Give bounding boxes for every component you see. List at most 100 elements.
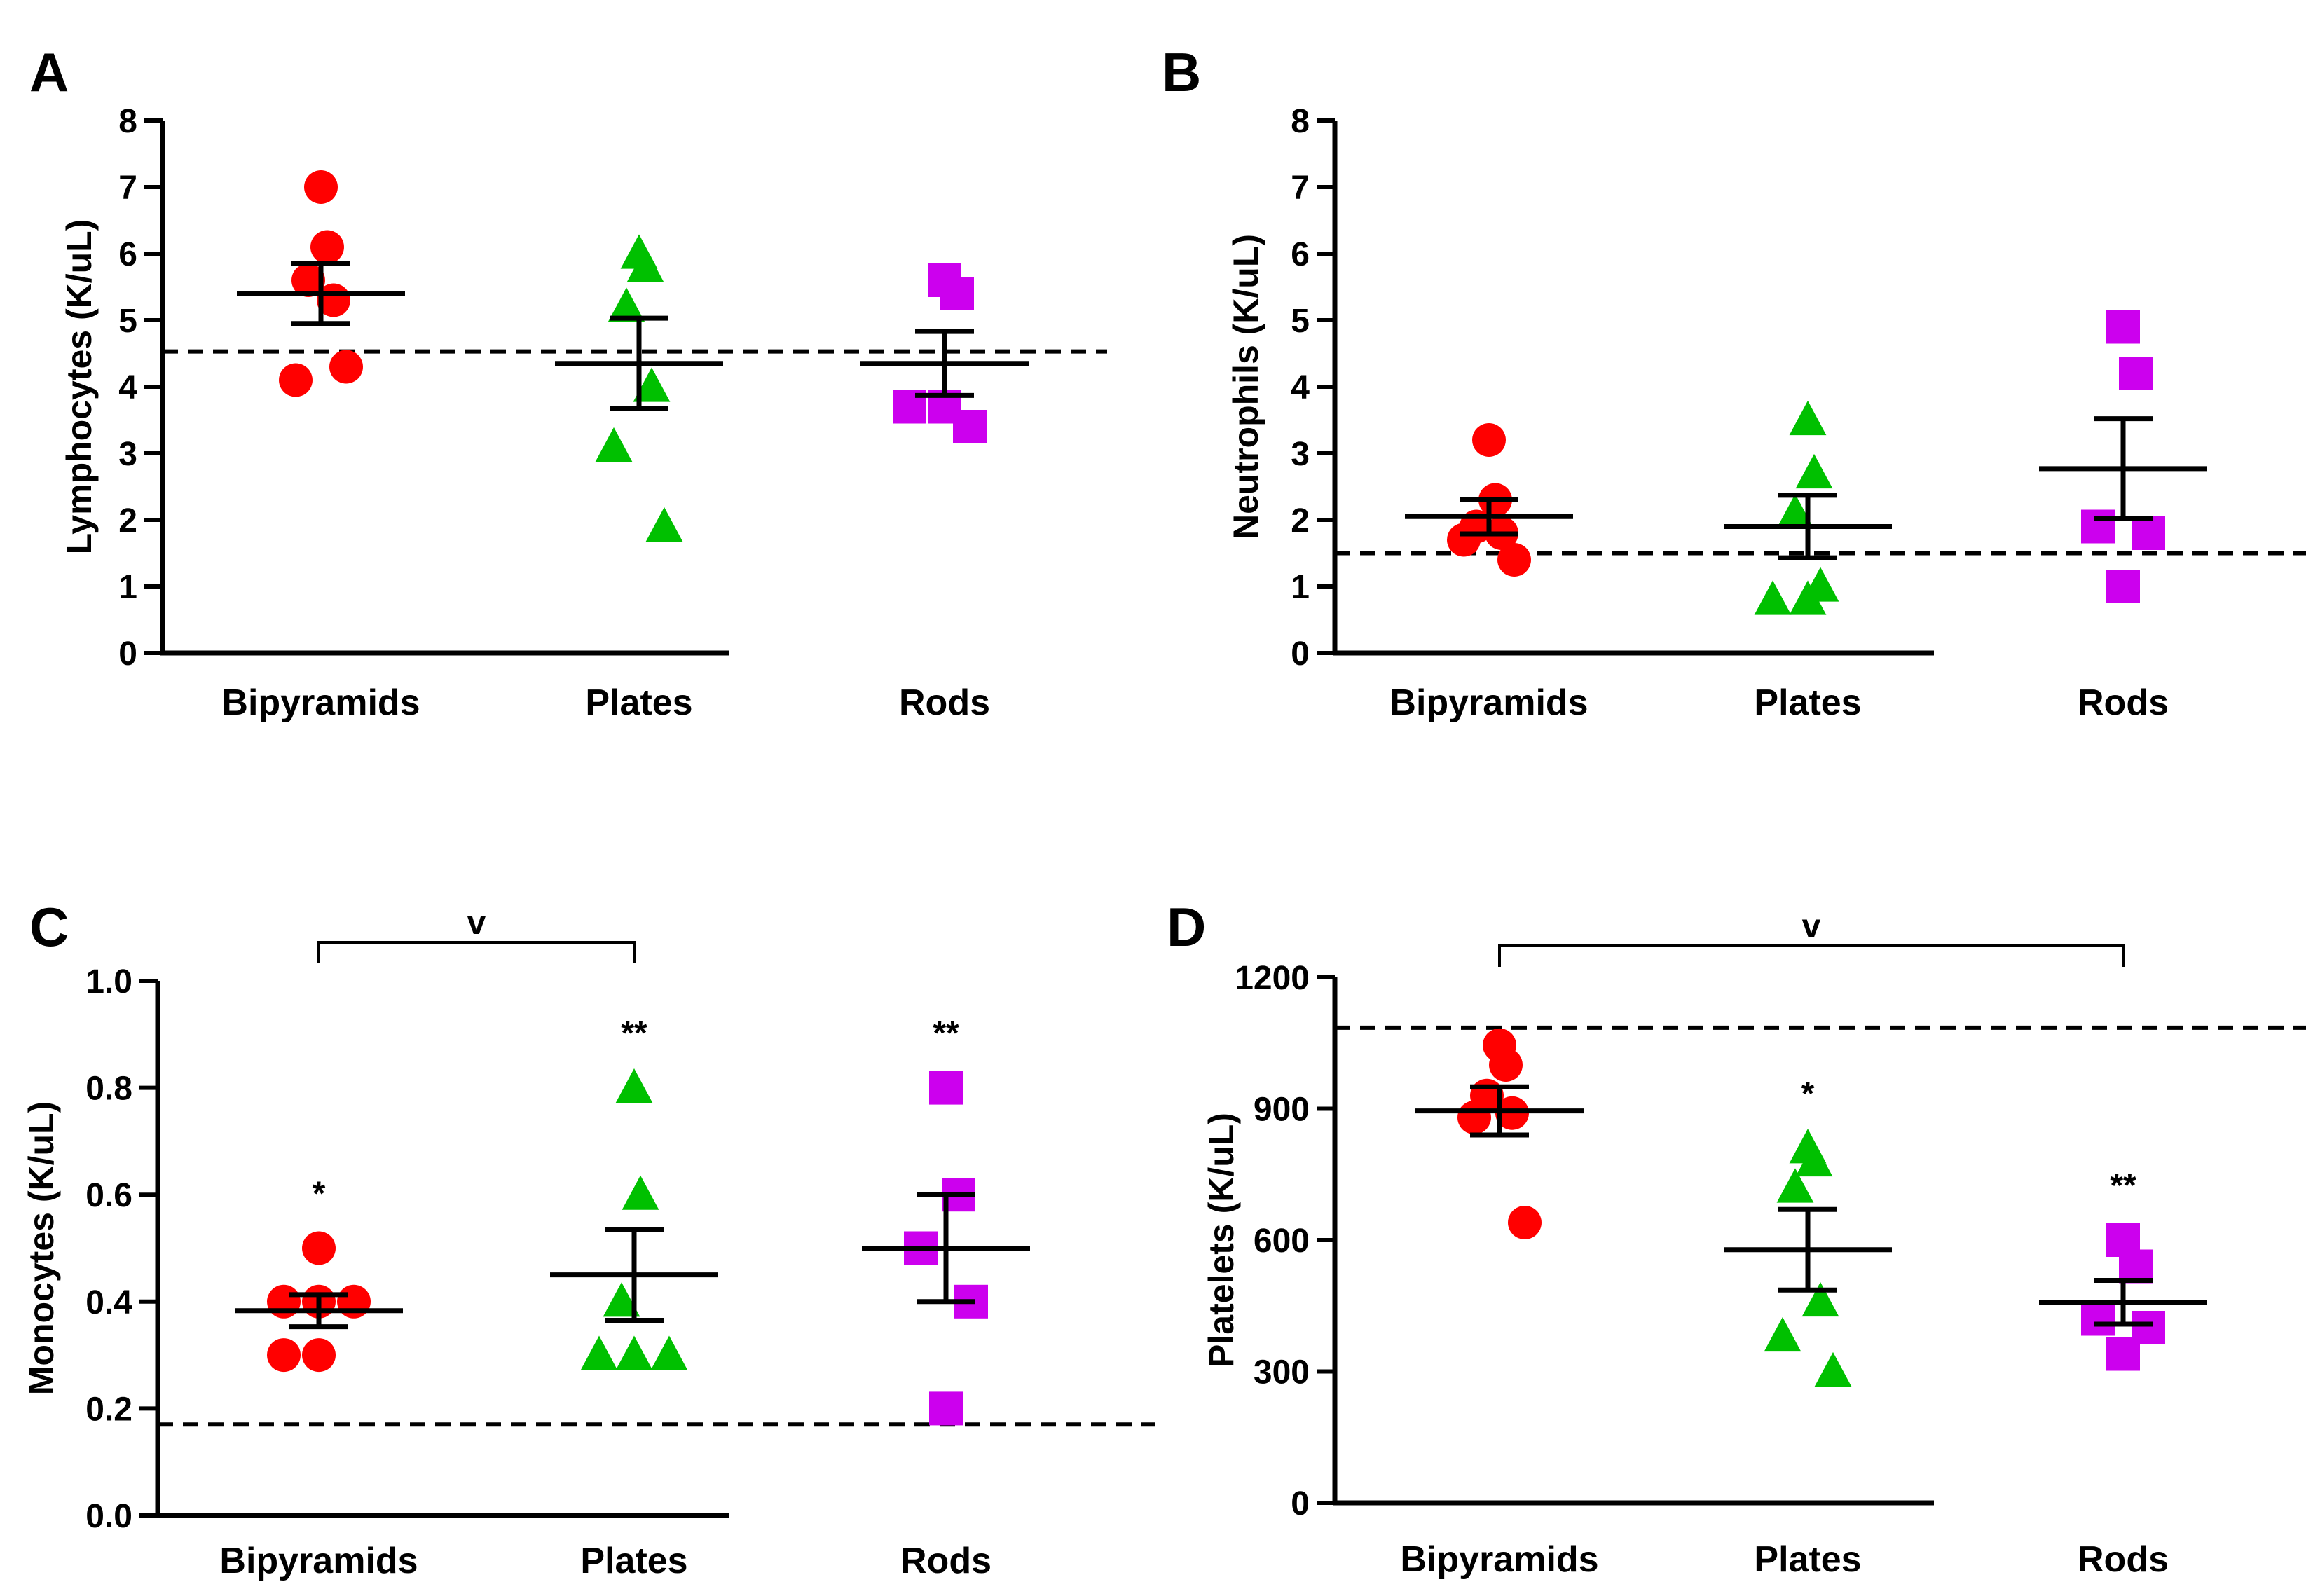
panel-c-bracket <box>317 941 636 963</box>
panel-d-rods-point <box>2106 1337 2140 1371</box>
panel-b-y-tick-label: 0 <box>1291 635 1310 673</box>
panel-d-y-tick-label: 300 <box>1254 1354 1310 1391</box>
panel-c-bipyramids-point <box>267 1338 301 1373</box>
panel-c-bracket-label: v <box>467 904 486 942</box>
panel-d-bracket-label: v <box>1802 908 1821 945</box>
panel-d-bipyramids-point <box>1489 1048 1523 1082</box>
panel-d-bracket <box>1498 944 2125 967</box>
panel-a-x-label-plates: Plates <box>585 682 692 723</box>
panel-a-y-tick-label: 7 <box>118 170 137 207</box>
panel-a-plates-point <box>608 287 645 322</box>
panel-c-plates-point <box>615 1335 653 1370</box>
panel-b-letter: B <box>1162 41 1201 103</box>
panel-a-y-label: Lymphocytes (K/uL) <box>60 219 99 555</box>
panel-c-y-tick-label: 0.4 <box>85 1284 132 1321</box>
panel-d-plates-point <box>1764 1316 1801 1352</box>
panel-a-bipyramids-point <box>279 363 313 397</box>
panel-d-plates-point <box>1814 1351 1852 1387</box>
panel-d-rods-point <box>2081 1302 2115 1336</box>
panel-d-plates-point <box>1776 1168 1814 1203</box>
panel-b-plates-point <box>1776 493 1814 529</box>
panel-a-y-tick-label: 4 <box>118 369 137 406</box>
panel-c-y-tick-label: 0.0 <box>85 1498 132 1535</box>
panel-a-rods-point <box>940 277 974 310</box>
panel-b: B 0 1 2 3 4 5 6 7 8 Neutrophils (K/uL) Bipyramids Pl… <box>1162 41 2306 723</box>
panel-b-plates-point <box>1795 453 1833 489</box>
panel-c-x-label-plates: Plates <box>580 1541 687 1581</box>
panel-c: C 0.0 0.2 0.4 0.6 0.8 1.0 Monocytes (K/uL) Bipyr… <box>22 896 1155 1581</box>
panel-a-bipyramids-point <box>304 170 338 204</box>
panel-b-y-tick-label: 4 <box>1291 369 1310 406</box>
panel-b-x-label-rods: Rods <box>2078 682 2169 723</box>
panel-c-plates-point <box>615 1068 653 1103</box>
panel-a-y-tick-label: 1 <box>118 569 137 606</box>
panel-d-x-label-plates: Plates <box>1754 1539 1861 1580</box>
panel-b-y-tick-label: 6 <box>1291 236 1310 273</box>
panel-c-plates-significance: ** <box>621 1015 647 1052</box>
panel-c-plates-point <box>650 1335 688 1370</box>
panel-d-letter: D <box>1167 896 1206 958</box>
panel-b-plates-point <box>1789 400 1827 436</box>
panel-d: D 0 300 600 900 1200 Platelets (K/uL) Bipyramid… <box>1167 896 2306 1580</box>
panel-c-rods-point <box>929 1071 963 1105</box>
panel-b-y-tick-label: 8 <box>1291 103 1310 140</box>
panel-c-y-label: Monocytes (K/uL) <box>22 1101 61 1395</box>
panel-a-plates-point <box>595 427 633 462</box>
panel-d-y-label: Platelets (K/uL) <box>1202 1113 1241 1368</box>
panel-b-y-tick-label: 2 <box>1291 502 1310 539</box>
panel-c-y-tick-label: 1.0 <box>85 963 132 1000</box>
panel-a-y-tick-label: 8 <box>118 103 137 140</box>
panel-b-rods-point <box>2119 357 2153 390</box>
panel-d-x-label-rods: Rods <box>2078 1539 2169 1580</box>
panel-c-bipyramids-point <box>302 1231 336 1265</box>
panel-c-y-tick-label: 0.6 <box>85 1177 132 1214</box>
panel-c-rods-significance: ** <box>933 1015 959 1052</box>
panel-b-y-tick-label: 3 <box>1291 436 1310 473</box>
panel-b-y-tick-label: 1 <box>1291 569 1310 606</box>
panel-d-bipyramids-point <box>1508 1206 1542 1239</box>
panel-a-x-label-bipyramids: Bipyramids <box>221 682 420 723</box>
panel-c-bipyramids-point <box>302 1338 336 1373</box>
panel-b-rods-point <box>2106 310 2140 344</box>
panel-b-x-label-bipyramids: Bipyramids <box>1389 682 1588 723</box>
panel-a-bipyramids-point <box>329 350 363 384</box>
panel-d-y-tick-label: 900 <box>1254 1092 1310 1129</box>
panel-a-y-tick-label: 2 <box>118 502 137 539</box>
panel-b-rods-point <box>2081 509 2115 544</box>
panel-b-bipyramids-point <box>1472 423 1506 457</box>
panel-b-bipyramids-point <box>1497 543 1531 577</box>
panel-a-y-tick-label: 6 <box>118 236 137 273</box>
panel-c-plates-point <box>603 1282 640 1317</box>
panel-c-plates-point <box>580 1335 618 1370</box>
panel-d-plates-point <box>1801 1281 1839 1317</box>
panel-c-bipyramids-point <box>267 1284 301 1319</box>
panel-a-bipyramids-point <box>291 263 325 297</box>
panel-c-letter: C <box>29 896 69 958</box>
panel-b-y-label: Neutrophils (K/uL) <box>1226 234 1265 539</box>
panel-c-rods-point <box>929 1391 963 1426</box>
panel-b-y-tick-label: 7 <box>1291 170 1310 207</box>
panel-d-y-tick-label: 0 <box>1291 1485 1310 1522</box>
panel-d-bipyramids-point <box>1457 1101 1491 1134</box>
panel-d-plates-significance: * <box>1801 1075 1815 1113</box>
panel-a-x-label-rods: Rods <box>899 682 990 723</box>
panel-c-y-tick-label: 0.2 <box>85 1391 132 1428</box>
panel-a-bipyramids-point <box>310 230 344 264</box>
panel-b-x-label-plates: Plates <box>1754 682 1861 723</box>
panel-b-y-tick-label: 5 <box>1291 303 1310 340</box>
panel-d-plates-point <box>1795 1141 1833 1177</box>
panel-a: A 0 1 2 3 4 5 6 7 8 Lymphocytes (K/uL) Bipyramids Pl… <box>29 41 1107 723</box>
panel-b-rods-point <box>2106 570 2140 603</box>
panel-a-plates-point <box>633 367 671 402</box>
panel-b-rods-point <box>2132 516 2165 550</box>
panel-b-plates-point <box>1789 580 1827 615</box>
panel-d-rods-point <box>2119 1249 2153 1284</box>
panel-c-plates-point <box>622 1175 659 1210</box>
panel-d-y-tick-label: 1200 <box>1235 960 1310 997</box>
panel-b-bipyramids-point <box>1447 523 1481 557</box>
panel-a-rods-point <box>953 410 987 443</box>
panel-b-plates-point <box>1754 580 1792 615</box>
panel-c-bipyramids-point <box>337 1284 371 1319</box>
panel-d-x-label-bipyramids: Bipyramids <box>1400 1539 1598 1580</box>
